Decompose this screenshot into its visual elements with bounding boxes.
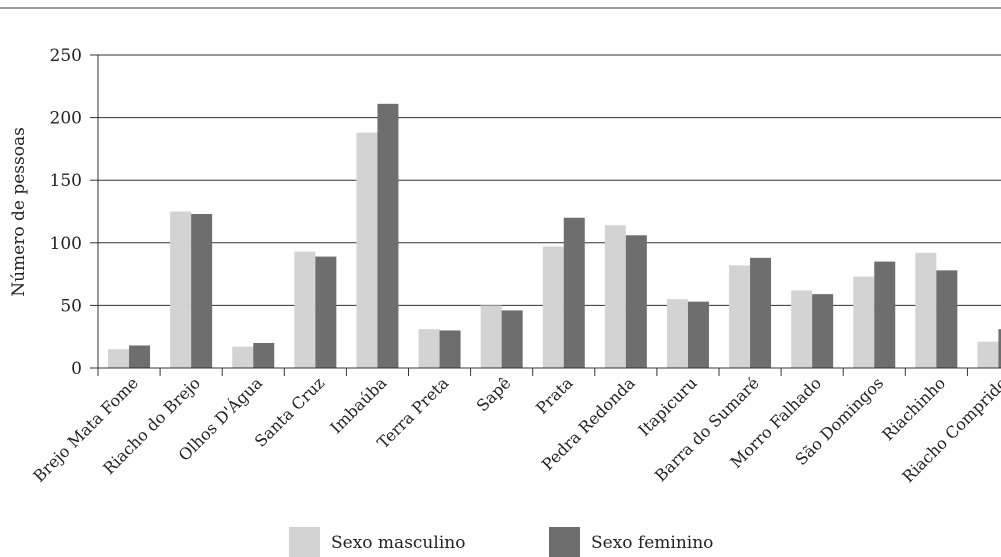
- y-tick-label: 0: [71, 359, 82, 379]
- bar-masculino: [108, 349, 130, 368]
- bar-feminino: [563, 217, 585, 368]
- bar-feminino: [874, 261, 896, 368]
- legend-swatch-feminino: [549, 527, 580, 557]
- bar-masculino: [915, 252, 937, 368]
- bar-masculino: [729, 265, 751, 368]
- bar-feminino: [439, 330, 461, 368]
- y-tick-label: 50: [60, 296, 82, 316]
- bar-feminino: [253, 342, 275, 368]
- bar-feminino: [750, 257, 772, 368]
- bar-masculino: [418, 329, 440, 368]
- bar-feminino: [501, 310, 523, 368]
- category-label: Prata: [532, 373, 577, 418]
- bar-masculino: [356, 132, 378, 368]
- bar-masculino: [604, 225, 626, 368]
- y-tick-label: 200: [50, 109, 82, 129]
- bar-feminino: [129, 345, 151, 368]
- category-label: Brejo Mata Fome: [29, 373, 141, 485]
- category-label: Itapicuru: [634, 373, 700, 439]
- axes: 0 50 100 150 200 250: [50, 46, 1001, 379]
- bar-masculino: [480, 305, 502, 368]
- y-tick-label: 100: [50, 234, 82, 254]
- category-label: Sapê: [473, 373, 515, 415]
- bar-masculino: [542, 246, 564, 368]
- bars: [108, 103, 1001, 368]
- gridlines: [98, 54, 1001, 306]
- bar-feminino: [936, 270, 958, 368]
- bar-feminino: [687, 301, 709, 368]
- bar-feminino: [812, 294, 834, 368]
- bar-feminino: [998, 329, 1001, 368]
- category-label: Imbaúba: [326, 373, 390, 437]
- bar-masculino: [294, 251, 316, 368]
- y-tick-label: 150: [50, 171, 82, 191]
- bar-masculino: [666, 299, 688, 368]
- bar-masculino: [232, 346, 254, 368]
- bar-masculino: [791, 290, 813, 368]
- bar-feminino: [377, 103, 399, 368]
- category-label: Riacho Comprido: [898, 373, 1001, 486]
- bar-masculino: [977, 341, 999, 368]
- legend-label-masculino: Sexo masculino: [331, 533, 465, 553]
- y-tick-label: 250: [50, 46, 82, 66]
- legend-swatch-masculino: [289, 527, 320, 557]
- bar-masculino: [853, 276, 875, 368]
- bar-feminino: [315, 256, 337, 368]
- legend-label-feminino: Sexo feminino: [591, 533, 713, 553]
- bar-feminino: [191, 214, 213, 368]
- bar-feminino: [625, 235, 647, 368]
- category-label: Barra do Sumaré: [651, 373, 763, 485]
- bar-masculino: [170, 211, 192, 368]
- legend: Sexo masculino Sexo feminino: [289, 527, 713, 557]
- y-axis-title: Número de pessoas: [9, 127, 29, 297]
